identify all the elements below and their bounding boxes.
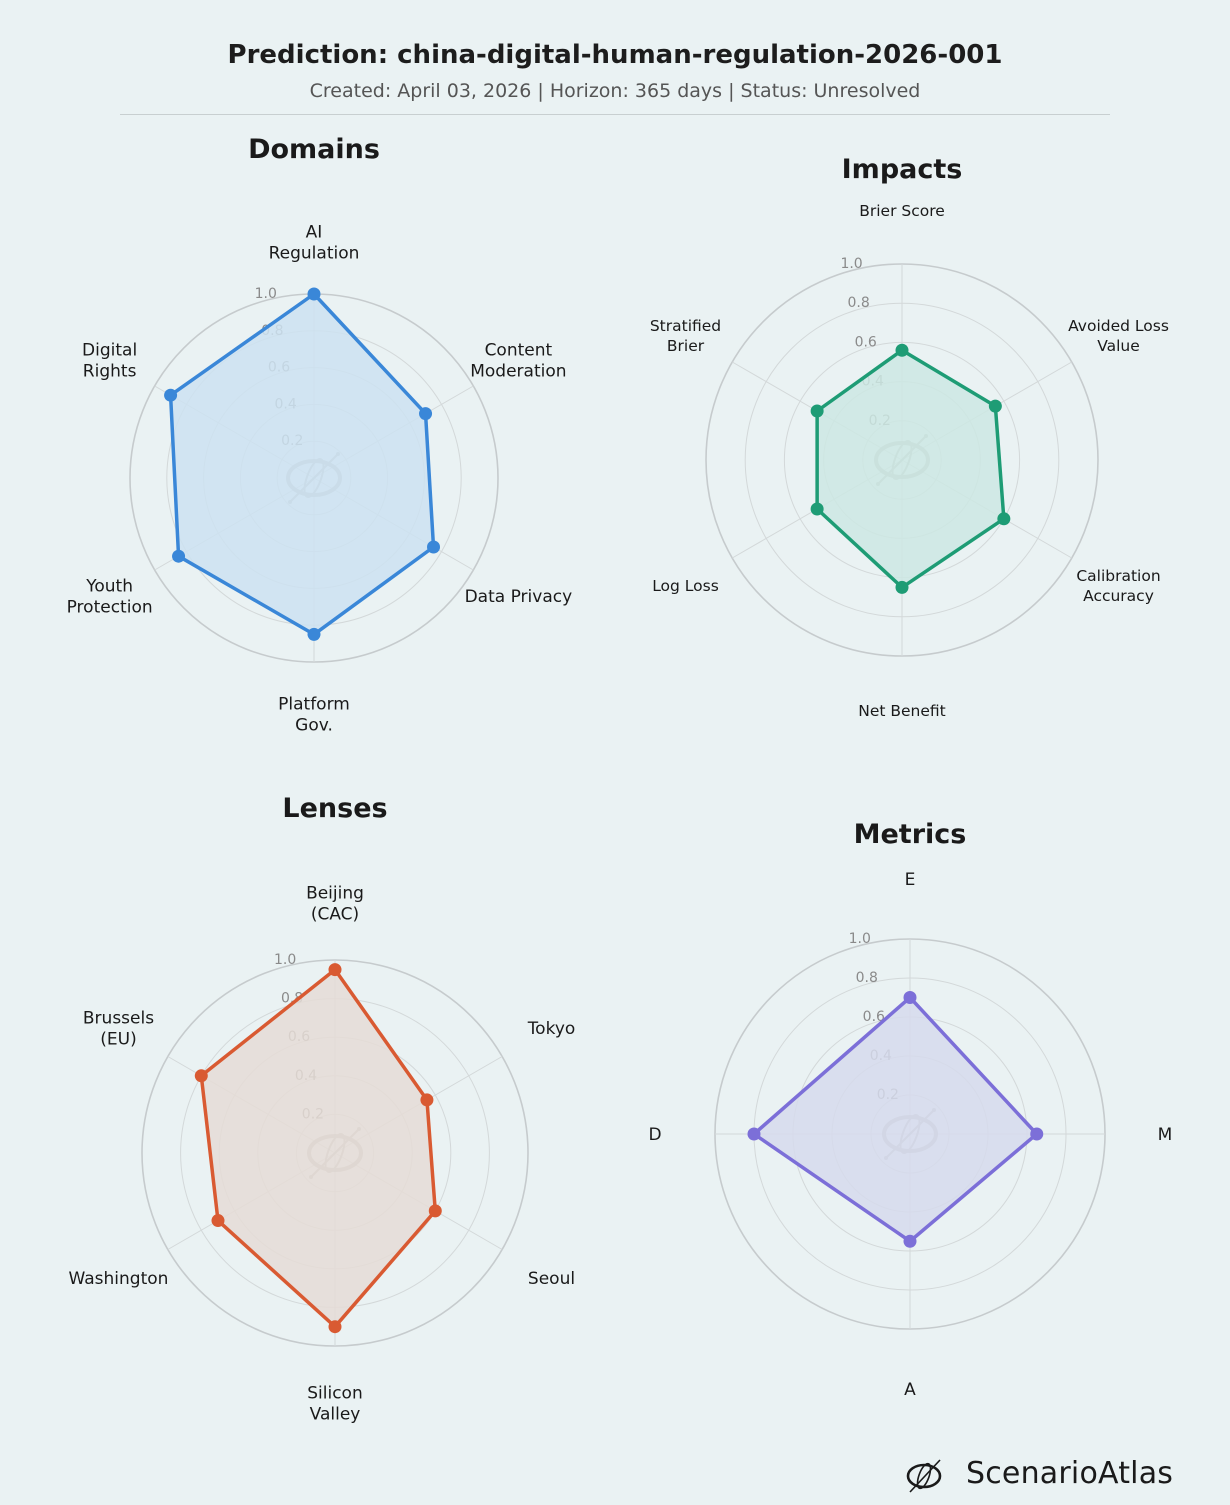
header-divider bbox=[120, 114, 1110, 115]
data-point-digital-rights bbox=[164, 388, 178, 402]
axis-label-a: A bbox=[904, 1380, 916, 1400]
brand-footer: ScenarioAtlas bbox=[900, 1452, 1200, 1496]
tick-label: 1.0 bbox=[274, 952, 296, 968]
tick-label: 0.8 bbox=[856, 970, 878, 986]
data-point-log-loss bbox=[810, 502, 824, 516]
axis-label-stratified-brier: Stratified Brier bbox=[650, 317, 721, 355]
axis-label-seoul: Seoul bbox=[528, 1269, 575, 1289]
data-point-calibration-accuracy bbox=[997, 512, 1011, 526]
data-point-avoided-loss-value bbox=[988, 399, 1002, 413]
axis-label-silicon-valley: Silicon Valley bbox=[307, 1384, 362, 1425]
axis-label-digital-rights: Digital Rights bbox=[82, 341, 137, 382]
tick-label: 0.6 bbox=[855, 334, 877, 350]
chart-title-metrics: Metrics bbox=[854, 819, 967, 850]
data-point-platform-gov bbox=[307, 627, 321, 641]
data-point-youth-protection bbox=[172, 549, 186, 563]
data-point-washington bbox=[211, 1214, 225, 1228]
data-point-silicon-valley bbox=[328, 1320, 342, 1334]
axis-label-avoided-loss-value: Avoided Loss Value bbox=[1068, 317, 1169, 355]
data-point-a bbox=[903, 1234, 917, 1248]
data-point-brussels-eu bbox=[194, 1069, 208, 1083]
data-point-net-benefit bbox=[895, 580, 909, 594]
axis-label-beijing-cac: Beijing (CAC) bbox=[306, 884, 364, 925]
data-point-beijing-cac bbox=[328, 963, 342, 977]
chart-title-domains: Domains bbox=[248, 134, 380, 165]
data-point-data-privacy bbox=[427, 540, 441, 554]
data-point-m bbox=[1030, 1127, 1044, 1141]
radar-lenses: 0.20.40.60.81.0Beijing(CAC)TokyoSeoulSil… bbox=[69, 793, 576, 1425]
axis-label-brier-score: Brier Score bbox=[859, 202, 945, 220]
series-area bbox=[754, 997, 1037, 1242]
atlas-logo-icon bbox=[906, 1459, 942, 1493]
data-point-tokyo bbox=[420, 1093, 434, 1107]
chart-title-impacts: Impacts bbox=[842, 154, 963, 185]
axis-label-brussels-eu: Brussels (EU) bbox=[83, 1009, 154, 1050]
axis-label-platform-gov: Platform Gov. bbox=[278, 695, 350, 736]
axis-label-m: M bbox=[1158, 1125, 1173, 1145]
axis-label-content-moderation: Content Moderation bbox=[470, 341, 566, 382]
tick-label: 1.0 bbox=[255, 286, 277, 302]
data-point-content-moderation bbox=[419, 407, 433, 421]
tick-label: 0.6 bbox=[863, 1009, 885, 1025]
page-title: Prediction: china-digital-human-regulati… bbox=[227, 40, 1003, 70]
series-area bbox=[170, 294, 434, 635]
chart-title-lenses: Lenses bbox=[282, 793, 387, 824]
data-point-e bbox=[903, 991, 917, 1004]
data-point-d bbox=[747, 1127, 761, 1141]
brand-name: ScenarioAtlas bbox=[966, 1456, 1174, 1491]
axis-label-log-loss: Log Loss bbox=[652, 577, 719, 595]
axis-label-tokyo: Tokyo bbox=[527, 1019, 576, 1039]
data-point-ai-regulation bbox=[307, 287, 321, 301]
data-point-seoul bbox=[428, 1204, 442, 1218]
tick-label: 1.0 bbox=[849, 931, 871, 947]
series-area bbox=[201, 969, 436, 1327]
axis-label-net-benefit: Net Benefit bbox=[858, 702, 946, 720]
axis-label-washington: Washington bbox=[69, 1269, 169, 1289]
radar-domains: 0.20.40.60.81.0AIRegulationContentModera… bbox=[67, 134, 573, 736]
axis-label-e: E bbox=[905, 870, 916, 890]
tick-label: 1.0 bbox=[840, 256, 862, 272]
axis-label-ai-regulation: AI Regulation bbox=[269, 223, 360, 264]
axis-label-calibration-accuracy: Calibration Accuracy bbox=[1076, 567, 1160, 605]
axis-label-youth-protection: Youth Protection bbox=[67, 577, 153, 618]
tick-label: 0.8 bbox=[848, 295, 870, 311]
data-point-brier-score bbox=[895, 343, 909, 357]
axis-label-data-privacy: Data Privacy bbox=[465, 587, 573, 607]
series-area bbox=[817, 350, 1004, 588]
axis-label-d: D bbox=[648, 1125, 661, 1145]
data-point-stratified-brier bbox=[810, 404, 824, 418]
page-subtitle: Created: April 03, 2026 | Horizon: 365 d… bbox=[309, 80, 921, 102]
